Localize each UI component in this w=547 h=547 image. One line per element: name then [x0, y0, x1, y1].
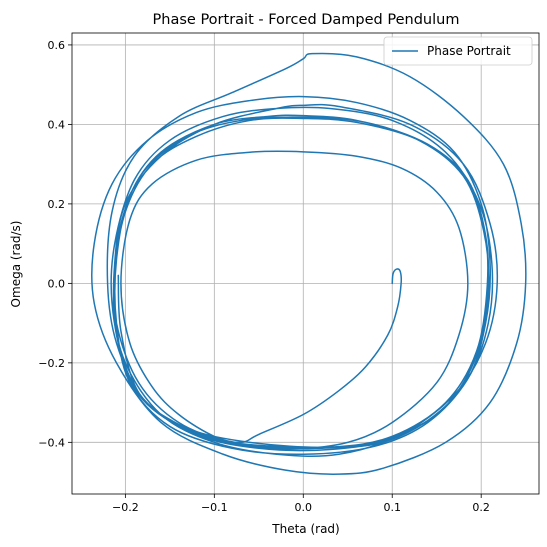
y-tick-label: 0.6 [48, 39, 66, 52]
y-tick-label: 0.4 [48, 118, 66, 131]
x-tick-label: 0.2 [472, 501, 490, 514]
x-tick-label: 0.1 [383, 501, 401, 514]
x-axis: −0.2 −0.1 0.0 0.1 0.2 [112, 494, 490, 514]
chart-title: Phase Portrait - Forced Damped Pendulum [153, 12, 460, 28]
legend: Phase Portrait [383, 36, 533, 66]
y-tick-label: 0.2 [48, 198, 66, 211]
legend-box [383, 36, 533, 66]
plot-frame [71, 32, 540, 495]
y-axis: −0.4 −0.2 0.0 0.2 0.4 0.6 [38, 39, 72, 449]
x-tick-label: −0.1 [201, 501, 228, 514]
x-tick-label: 0.0 [295, 501, 313, 514]
legend-entry-phase-portrait: Phase Portrait [427, 44, 511, 58]
y-tick-label: 0.0 [48, 277, 66, 290]
x-axis-label: Theta (rad) [271, 522, 339, 536]
y-axis-label: Omega (rad/s) [9, 221, 23, 308]
x-tick-label: −0.2 [112, 501, 139, 514]
series-layer [90, 52, 527, 475]
grid [72, 33, 539, 494]
y-tick-label: −0.4 [38, 436, 65, 449]
y-tick-label: −0.2 [38, 357, 65, 370]
series-line-phase-portrait [90, 52, 527, 475]
